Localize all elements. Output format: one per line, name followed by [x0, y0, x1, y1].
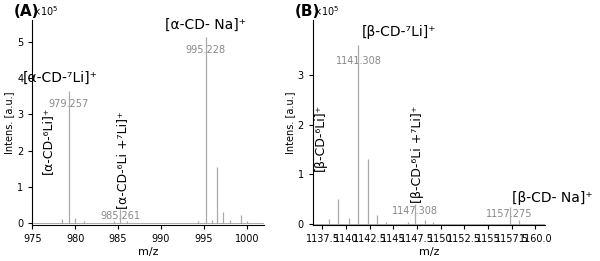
Text: $\times10^5$: $\times10^5$ — [313, 4, 340, 18]
Text: (A): (A) — [14, 4, 39, 19]
Text: 995.228: 995.228 — [186, 45, 226, 55]
Text: [α-CD-⁶Li +⁷Li]⁺: [α-CD-⁶Li +⁷Li]⁺ — [116, 111, 128, 209]
Y-axis label: Intens. [a.u.]: Intens. [a.u.] — [4, 91, 14, 154]
Text: [α-CD-⁶Li]⁺: [α-CD-⁶Li]⁺ — [41, 106, 54, 174]
Text: [β-CD- Na]⁺: [β-CD- Na]⁺ — [512, 191, 593, 205]
Text: [β-CD-⁶Li +⁷Li]⁺: [β-CD-⁶Li +⁷Li]⁺ — [410, 106, 424, 203]
X-axis label: m/z: m/z — [419, 247, 439, 257]
Text: (B): (B) — [295, 4, 320, 19]
Text: [α-CD- Na]⁺: [α-CD- Na]⁺ — [166, 18, 247, 32]
Text: [α-CD-⁷Li]⁺: [α-CD-⁷Li]⁺ — [23, 70, 98, 84]
X-axis label: m/z: m/z — [138, 247, 158, 257]
Text: 979.257: 979.257 — [49, 99, 89, 109]
Text: 1157.275: 1157.275 — [486, 209, 533, 219]
Text: 1147.308: 1147.308 — [392, 206, 438, 216]
Text: [β-CD-⁶Li]⁺: [β-CD-⁶Li]⁺ — [314, 103, 327, 171]
Text: [β-CD-⁷Li]⁺: [β-CD-⁷Li]⁺ — [361, 25, 436, 39]
Text: 1141.308: 1141.308 — [335, 56, 382, 66]
Y-axis label: Intens. [a.u.]: Intens. [a.u.] — [285, 91, 295, 154]
Text: 985.261: 985.261 — [100, 211, 140, 221]
Text: $\times10^5$: $\times10^5$ — [32, 4, 59, 18]
